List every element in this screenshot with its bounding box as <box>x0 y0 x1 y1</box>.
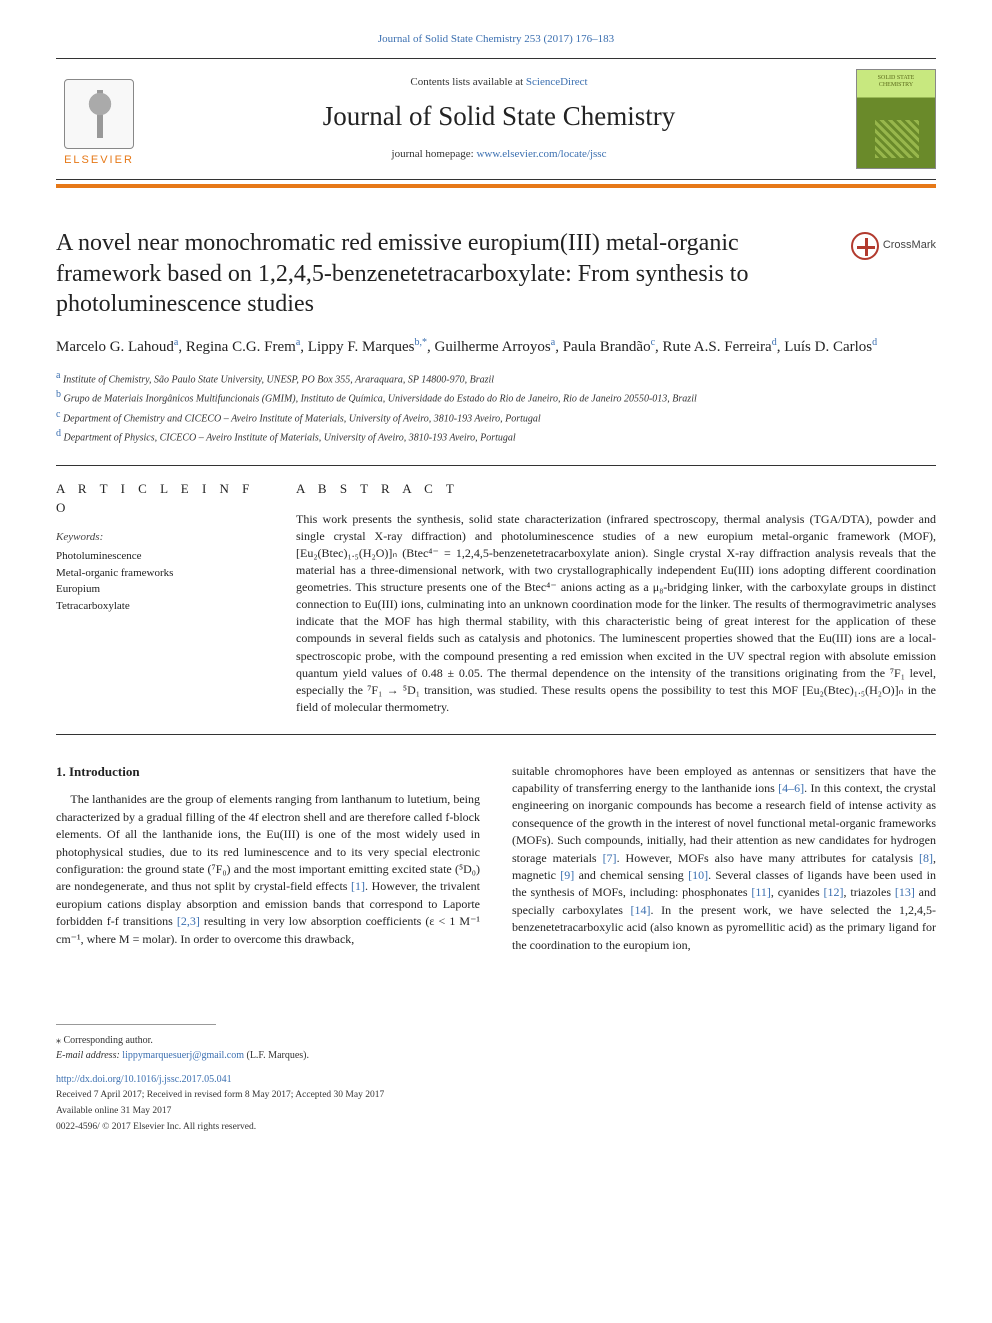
journal-homepage-link[interactable]: www.elsevier.com/locate/jssc <box>476 148 606 160</box>
rule-above-abstract <box>56 465 936 466</box>
authors-line: Marcelo G. Lahouda, Regina C.G. Frema, L… <box>56 336 936 358</box>
keyword-item: Europium <box>56 581 256 598</box>
running-citation: Journal of Solid State Chemistry 253 (20… <box>0 0 992 58</box>
sciencedirect-link[interactable]: ScienceDirect <box>526 76 588 88</box>
keyword-item: Photoluminescence <box>56 548 256 565</box>
affiliations: a Institute of Chemistry, São Paulo Stat… <box>56 368 936 445</box>
intro-paragraph-col1: The lanthanides are the group of element… <box>56 791 480 948</box>
issn-copyright: 0022-4596/ © 2017 Elsevier Inc. All righ… <box>56 1121 936 1135</box>
abstract-body: This work presents the synthesis, solid … <box>296 511 936 715</box>
keyword-item: Tetracarboxylate <box>56 598 256 615</box>
available-online: Available online 31 May 2017 <box>56 1105 936 1119</box>
footnote-rule <box>56 1024 216 1025</box>
affiliation-d: d Department of Physics, CICECO – Aveiro… <box>56 426 936 445</box>
email-line: E-mail address: lippymarquesuerj@gmail.c… <box>56 1048 936 1063</box>
article-title: A novel near monochromatic red emissive … <box>56 228 831 320</box>
article-info-head: A R T I C L E I N F O <box>56 480 256 518</box>
affiliation-b: b Grupo de Materiais Inorgânicos Multifu… <box>56 387 936 406</box>
elsevier-tree-icon <box>64 79 134 149</box>
journal-cover-thumbnail: SOLID STATE CHEMISTRY <box>856 69 936 169</box>
corresponding-author: ⁎ Corresponding author. <box>56 1033 936 1048</box>
cover-text: SOLID STATE CHEMISTRY <box>861 75 931 88</box>
affiliation-a: a Institute of Chemistry, São Paulo Stat… <box>56 368 936 387</box>
masthead: ELSEVIER Contents lists available at Sci… <box>56 58 936 180</box>
contents-line: Contents lists available at ScienceDirec… <box>142 75 856 91</box>
keywords-label: Keywords: <box>56 530 256 546</box>
contents-prefix: Contents lists available at <box>410 76 525 88</box>
rule-below-abstract <box>56 734 936 735</box>
doi-link[interactable]: http://dx.doi.org/10.1016/j.jssc.2017.05… <box>56 1073 936 1088</box>
keywords-list: Photoluminescence Metal-organic framewor… <box>56 548 256 614</box>
article-info-block: A R T I C L E I N F O Keywords: Photolum… <box>56 480 256 715</box>
crossmark-icon <box>851 232 879 260</box>
keyword-item: Metal-organic frameworks <box>56 565 256 582</box>
masthead-center: Contents lists available at ScienceDirec… <box>142 75 856 162</box>
elsevier-logo: ELSEVIER <box>56 69 142 169</box>
crossmark-label: CrossMark <box>883 238 936 254</box>
intro-paragraph-col2: suitable chromophores have been employed… <box>512 763 936 954</box>
journal-name: Journal of Solid State Chemistry <box>142 97 856 136</box>
elsevier-wordmark: ELSEVIER <box>64 153 134 169</box>
body-two-column: 1. Introduction The lanthanides are the … <box>56 763 936 954</box>
journal-homepage-line: journal homepage: www.elsevier.com/locat… <box>142 147 856 163</box>
abstract-block: A B S T R A C T This work presents the s… <box>296 480 936 715</box>
publication-dates: Received 7 April 2017; Received in revis… <box>56 1089 936 1103</box>
section-1-head: 1. Introduction <box>56 763 480 782</box>
corresponding-email-link[interactable]: lippymarquesuerj@gmail.com <box>122 1050 244 1061</box>
affiliation-c: c Department of Chemistry and CICECO – A… <box>56 407 936 426</box>
homepage-prefix: journal homepage: <box>392 148 477 160</box>
abstract-head: A B S T R A C T <box>296 480 936 499</box>
crossmark-badge[interactable]: CrossMark <box>851 232 936 260</box>
brand-bar <box>56 184 936 188</box>
footnotes: ⁎ Corresponding author. E-mail address: … <box>56 1033 936 1063</box>
